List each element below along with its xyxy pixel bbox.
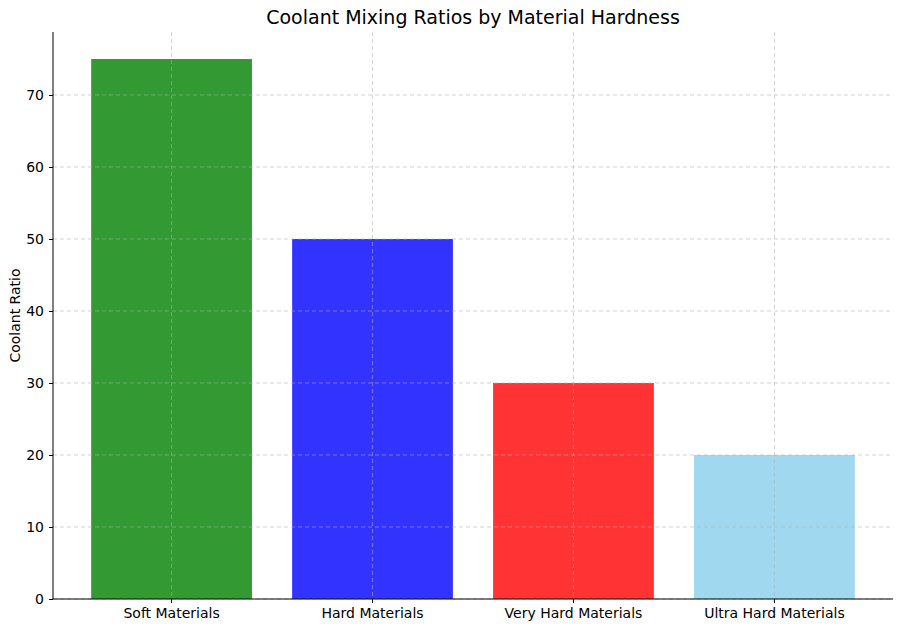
- tick-label: Hard Materials: [321, 605, 423, 621]
- grid-line: [171, 32, 172, 599]
- tick-mark: [49, 599, 53, 600]
- tick-mark: [49, 95, 53, 96]
- tick: Hard Materials: [321, 599, 423, 621]
- tick: 20: [26, 447, 53, 463]
- tick-label: Very Hard Materials: [505, 605, 643, 621]
- y-axis-title: Coolant Ratio: [7, 268, 23, 362]
- grid-line: [53, 599, 893, 600]
- tick-label: 20: [26, 447, 44, 463]
- bars: [91, 59, 855, 599]
- tick: 50: [26, 231, 53, 247]
- tick-mark: [49, 383, 53, 384]
- tick-mark: [774, 599, 775, 603]
- tick: 30: [26, 375, 53, 391]
- tick: Ultra Hard Materials: [704, 599, 845, 621]
- tick-label: Soft Materials: [123, 605, 219, 621]
- tick-label: 0: [35, 591, 44, 607]
- x-axis: Soft Materials Hard Materials Very Hard Ma…: [53, 599, 893, 621]
- tick: 70: [26, 87, 53, 103]
- tick: 10: [26, 519, 53, 535]
- grid-line: [573, 32, 574, 599]
- axis-line: [53, 32, 54, 599]
- tick-label: 10: [26, 519, 44, 535]
- title: Coolant Mixing Ratios by Material Hardne…: [266, 6, 680, 28]
- grid-line: [372, 32, 373, 599]
- grid-line: [53, 167, 893, 168]
- tick-label: 30: [26, 375, 44, 391]
- tick: Very Hard Materials: [505, 599, 643, 621]
- axis-line: [53, 599, 893, 600]
- grid-line: [53, 383, 893, 384]
- tick-mark: [49, 311, 53, 312]
- grid-line: [53, 95, 893, 96]
- tick-label: 50: [26, 231, 44, 247]
- grid: [53, 32, 893, 599]
- tick-mark: [49, 455, 53, 456]
- grid-line: [53, 455, 893, 456]
- tick-mark: [573, 599, 574, 603]
- tick-label: 60: [26, 159, 44, 175]
- tick: 40: [26, 303, 53, 319]
- tick: 0: [35, 591, 53, 607]
- tick-mark: [171, 599, 172, 603]
- grid-line: [774, 32, 775, 599]
- chart: 0 10 20 30 40 50 60 70 Soft Materials Hard Materi…: [0, 0, 901, 628]
- grid-line: [53, 527, 893, 528]
- grid-line: [53, 239, 893, 240]
- tick-label: 70: [26, 87, 44, 103]
- tick-mark: [372, 599, 373, 603]
- tick: 60: [26, 159, 53, 175]
- tick-mark: [49, 239, 53, 240]
- plot-area: 0 10 20 30 40 50 60 70 Soft Materials Hard Materi…: [26, 32, 893, 621]
- y-axis: 0 10 20 30 40 50 60 70: [26, 32, 53, 607]
- tick-mark: [49, 167, 53, 168]
- grid-line: [53, 311, 893, 312]
- tick-label: Ultra Hard Materials: [704, 605, 845, 621]
- tick-label: 40: [26, 303, 44, 319]
- tick-mark: [49, 527, 53, 528]
- tick: Soft Materials: [123, 599, 219, 621]
